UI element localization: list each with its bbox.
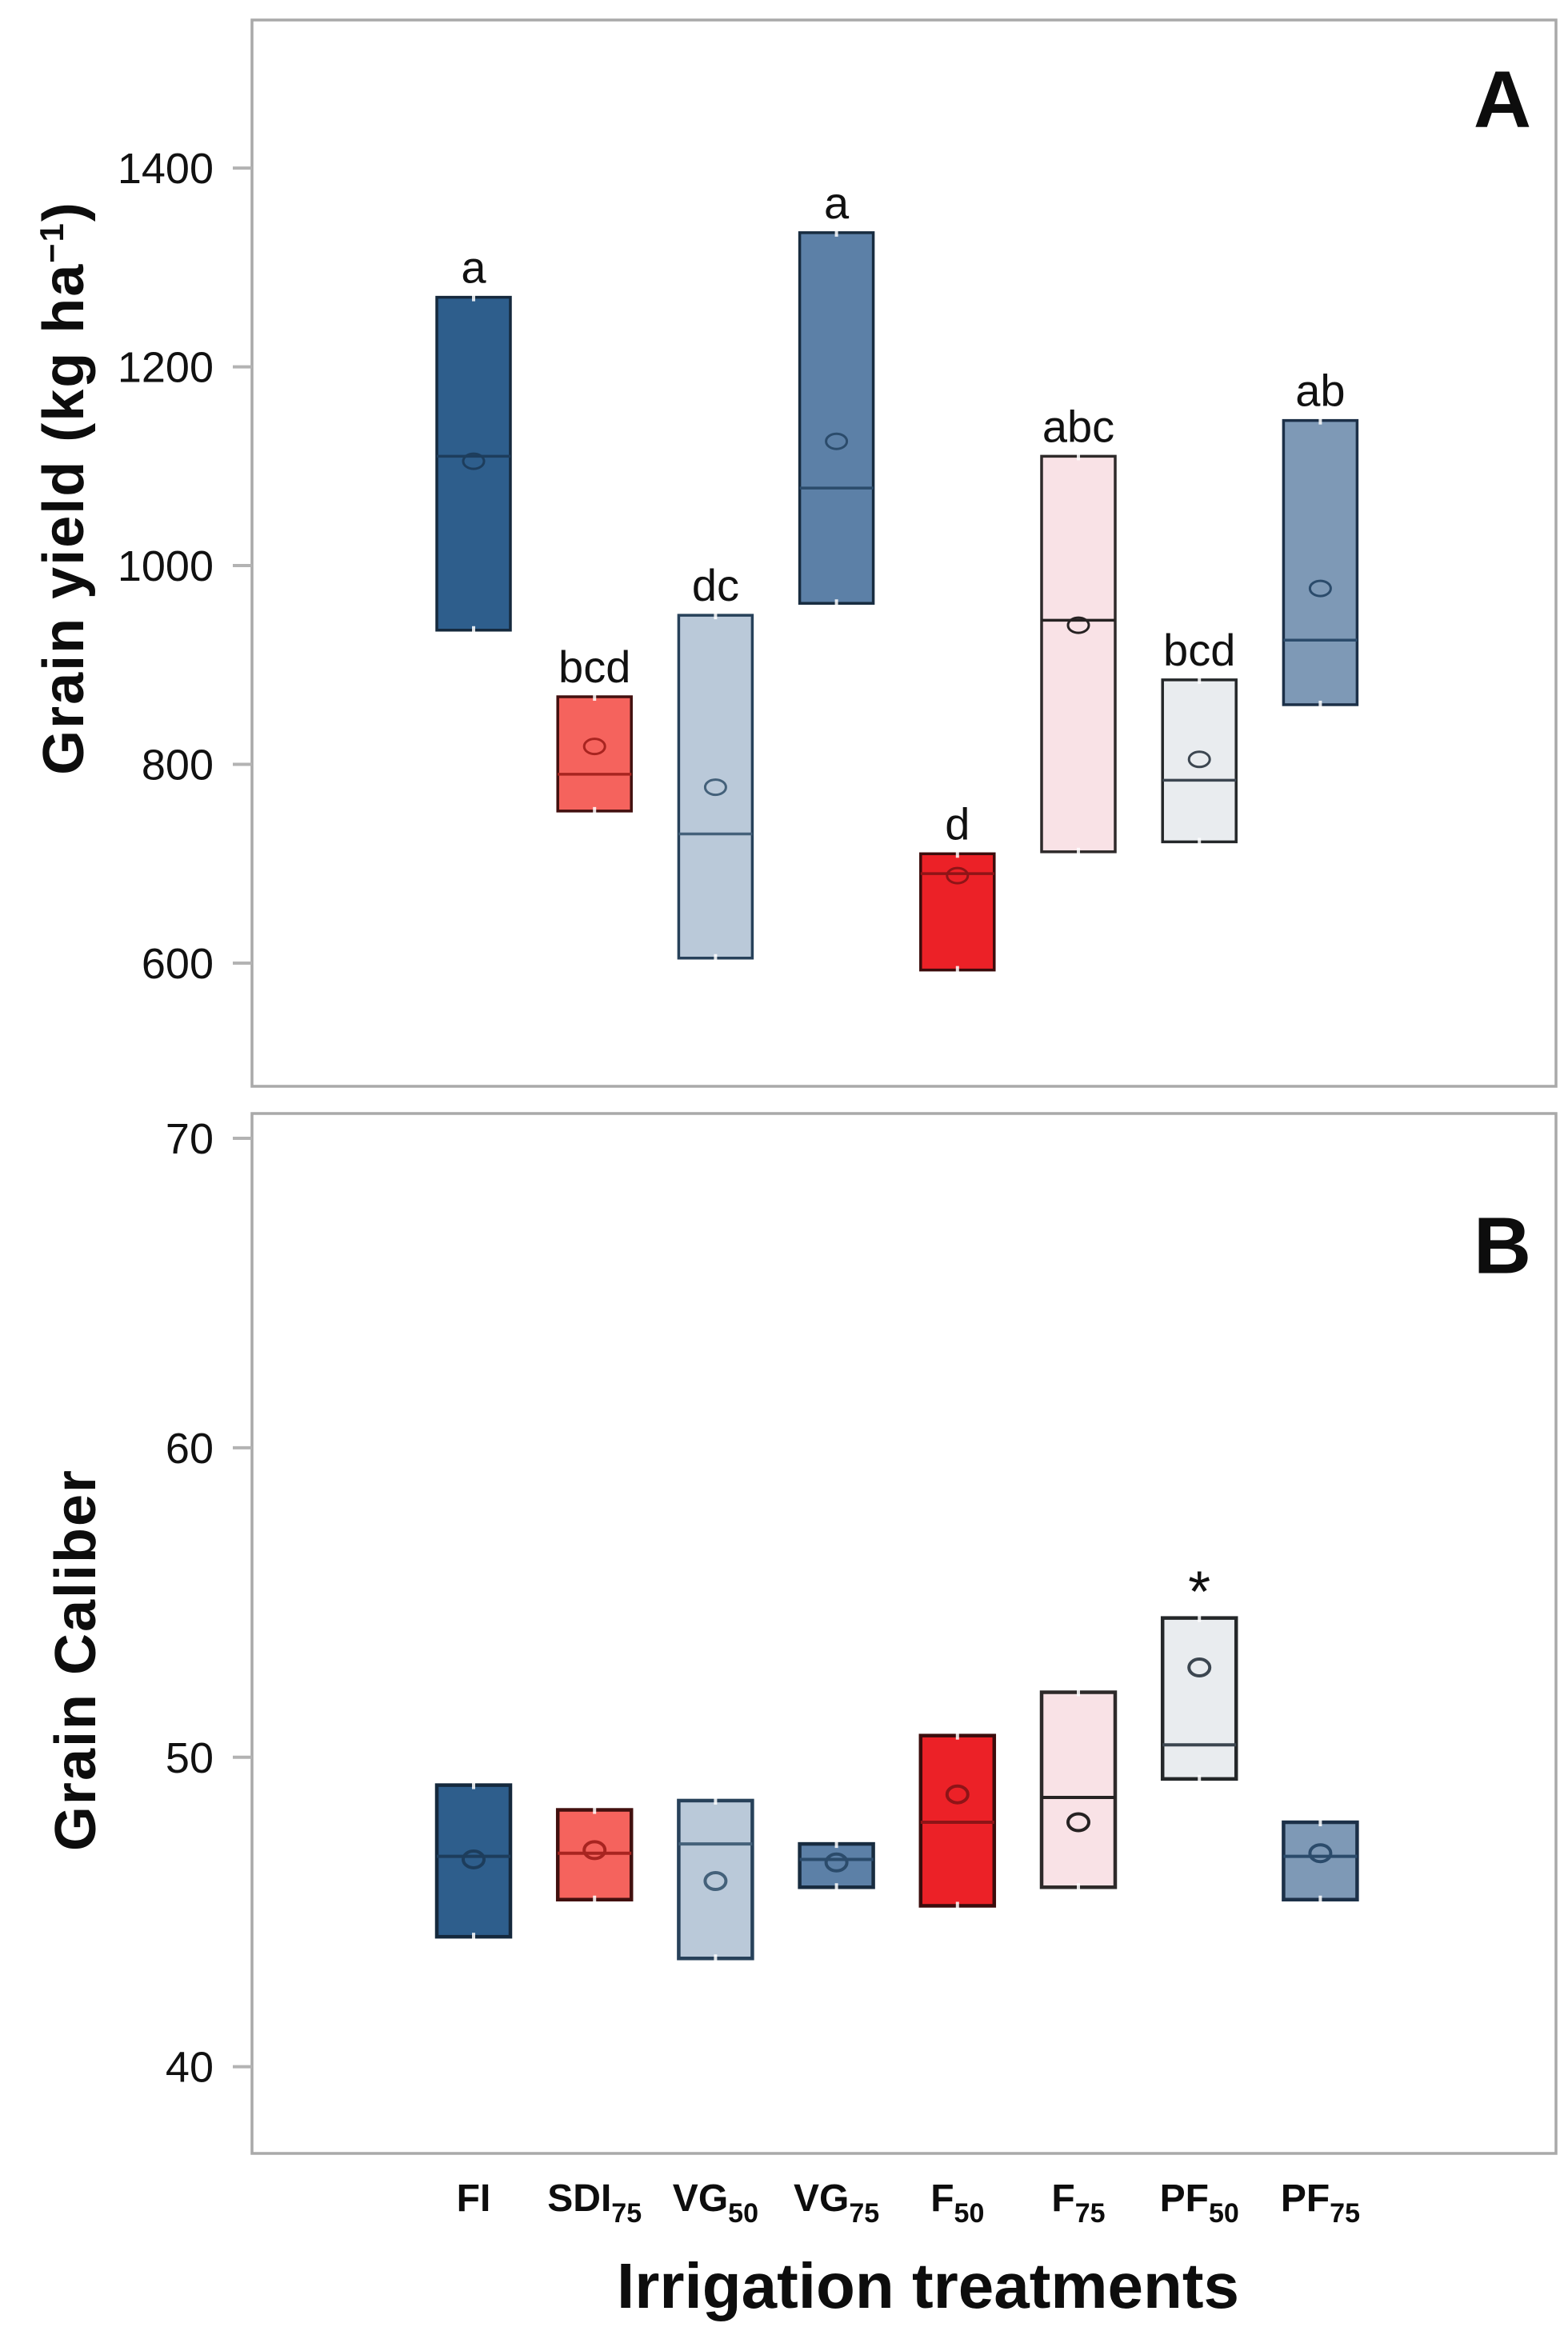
mean-marker-pf75-panel-a [1308, 579, 1332, 598]
box-f75-panel-b [1039, 1690, 1118, 1889]
whisker-min-f75-panel-a [1077, 847, 1080, 856]
whisker-max-f50-panel-b [955, 1731, 959, 1740]
sig-label-f50-panel-a: d [945, 798, 970, 849]
mean-marker-pf75-panel-b [1308, 1843, 1333, 1864]
panel-b-ytick-label: 70 [166, 1115, 214, 1163]
y-axis-title-grain-yield: Grain yield (kg ha−1) [31, 201, 97, 775]
whisker-min-sdi75-panel-a [593, 806, 597, 815]
sig-label-pf75-panel-a: ab [1295, 366, 1345, 416]
whisker-min-f75-panel-b [1077, 1883, 1080, 1892]
mean-marker-pf50-panel-b [1187, 1657, 1212, 1678]
y-axis-title-grain-caliber: Grain Caliber [44, 1468, 108, 1852]
x-tick-label-vg50: VG50 [673, 2177, 758, 2229]
mean-marker-fi-panel-b [462, 1849, 486, 1869]
mean-marker-f75-panel-a [1066, 616, 1090, 634]
whisker-min-fi-panel-a [472, 626, 475, 634]
box-f50-panel-a [919, 852, 996, 972]
x-tick-label-f75: F75 [1051, 2177, 1105, 2229]
box-pf50-panel-a [1161, 678, 1238, 844]
box-vg75-panel-a [798, 231, 875, 605]
mean-marker-sdi75-panel-b [582, 1840, 607, 1861]
whisker-max-f50-panel-a [955, 850, 959, 858]
panel-b-ytick-label: 40 [166, 2044, 214, 2092]
sig-label-pf50-panel-a: bcd [1163, 625, 1235, 675]
panel-a-ytick-label: 800 [142, 741, 214, 789]
whisker-min-vg75-panel-b [834, 1883, 838, 1892]
mean-marker-vg75-panel-a [825, 432, 849, 450]
sig-label-vg50-panel-a: dc [692, 560, 739, 610]
x-axis-title: Irrigation treatments [617, 2250, 1239, 2321]
panel-b-frame [250, 1112, 1558, 2155]
x-tick-label-vg75: VG75 [794, 2177, 879, 2229]
box-fi-panel-a [435, 295, 512, 632]
sig-label-sdi75-panel-a: bcd [558, 642, 630, 692]
sig-label-fi-panel-a: a [461, 242, 486, 293]
box-vg75-panel-b [798, 1841, 875, 1889]
sig-label-f75-panel-a: abc [1042, 401, 1114, 451]
whisker-min-f50-panel-a [955, 966, 959, 974]
sig-label-pf50-panel-b: * [1188, 1561, 1210, 1625]
whisker-max-f75-panel-a [1077, 452, 1080, 461]
whisker-min-pf50-panel-b [1198, 1774, 1202, 1783]
x-tick-label-f50: F50 [930, 2177, 984, 2229]
mean-marker-f75-panel-b [1066, 1812, 1090, 1833]
whisker-max-vg75-panel-b [834, 1840, 838, 1849]
whisker-max-fi-panel-a [472, 293, 475, 302]
whisker-min-fi-panel-b [472, 1933, 475, 1941]
y-axis-title-grain-yield-text: Grain yield (kg ha [32, 262, 96, 775]
sig-label-vg75-panel-a: a [824, 178, 850, 228]
whisker-max-sdi75-panel-a [593, 693, 597, 702]
panel-a-ytick-label: 1000 [118, 542, 214, 590]
box-pf75-panel-a [1282, 418, 1359, 706]
box-vg50-panel-b [677, 1798, 754, 1961]
x-tick-label-pf75: PF75 [1281, 2177, 1360, 2229]
whisker-min-vg50-panel-b [714, 1954, 718, 1963]
whisker-max-fi-panel-b [472, 1781, 475, 1789]
panel-letter-a: A [1473, 54, 1532, 145]
x-tick-label-pf50: PF50 [1160, 2177, 1239, 2229]
panel-b-ytick-label: 60 [166, 1425, 214, 1473]
whisker-max-vg50-panel-b [714, 1796, 718, 1805]
panel-letter-b: B [1473, 1201, 1532, 1291]
whisker-max-sdi75-panel-b [593, 1805, 597, 1814]
mean-marker-sdi75-panel-a [582, 738, 606, 756]
box-f75-panel-a [1040, 454, 1117, 854]
whisker-min-vg75-panel-a [834, 599, 838, 608]
panel-b-ytick-label: 50 [166, 1734, 214, 1782]
panel-a-ytick-label: 600 [142, 940, 214, 988]
whisker-min-pf75-panel-a [1318, 700, 1322, 709]
mean-marker-vg50-panel-a [703, 778, 727, 797]
mean-marker-vg50-panel-b [703, 1871, 728, 1892]
box-vg50-panel-a [677, 614, 754, 960]
mean-marker-f50-panel-a [946, 866, 970, 885]
whisker-min-f50-panel-b [955, 1901, 959, 1910]
whisker-max-f75-panel-b [1077, 1688, 1080, 1697]
whisker-max-pf50-panel-a [1198, 675, 1202, 684]
mean-marker-fi-panel-a [462, 452, 486, 470]
mean-marker-f50-panel-b [945, 1784, 970, 1805]
mean-marker-vg75-panel-b [824, 1852, 849, 1873]
whisker-max-pf75-panel-a [1318, 416, 1322, 425]
whisker-min-pf50-panel-a [1198, 838, 1202, 846]
box-fi-panel-b [434, 1783, 513, 1939]
y-axis-title-grain-yield-close: ) [32, 201, 96, 222]
whisker-max-vg75-panel-a [834, 228, 838, 237]
whisker-max-vg50-panel-a [714, 611, 718, 620]
mean-marker-pf50-panel-a [1187, 750, 1211, 769]
whisker-min-vg50-panel-a [714, 954, 718, 962]
whisker-max-pf50-panel-b [1198, 1613, 1202, 1622]
y-axis-title-exponent: −1 [33, 222, 70, 263]
panel-a-ytick-label: 1400 [118, 145, 214, 193]
box-pf50-panel-b [1160, 1616, 1238, 1781]
panel-a-ytick-label: 1200 [118, 344, 214, 392]
x-tick-label-sdi75: SDI75 [547, 2177, 642, 2229]
whisker-max-pf75-panel-b [1318, 1818, 1322, 1827]
x-tick-label-fi: FI [457, 2177, 491, 2220]
whisker-min-pf75-panel-b [1318, 1895, 1322, 1904]
whisker-min-sdi75-panel-b [593, 1895, 597, 1904]
